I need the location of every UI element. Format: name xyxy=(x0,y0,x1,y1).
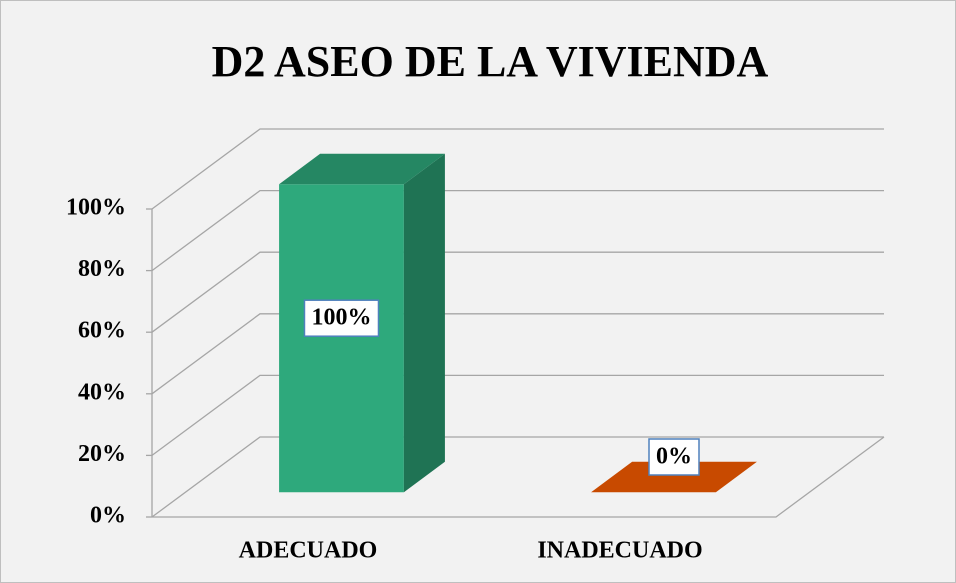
y-tick-label: 80% xyxy=(78,256,126,282)
y-tick-label: 0% xyxy=(90,503,126,529)
grid-line xyxy=(151,189,884,272)
bar-side xyxy=(403,153,445,493)
data-label: 0% xyxy=(656,444,692,470)
grid-line xyxy=(151,128,884,210)
bar xyxy=(591,461,757,493)
x-tick-label: ADECUADO xyxy=(239,538,378,564)
data-label: 100% xyxy=(311,305,371,331)
grid-line xyxy=(151,374,884,456)
x-tick-label: INADECUADO xyxy=(537,538,702,564)
y-tick-label: 60% xyxy=(78,318,126,344)
data-label-box xyxy=(648,438,700,476)
grid-line xyxy=(151,313,884,395)
bar-top xyxy=(591,461,757,493)
y-tick-label: 20% xyxy=(78,441,126,467)
grid-line xyxy=(151,251,884,333)
data-label-box xyxy=(303,299,380,337)
y-tick-label: 40% xyxy=(78,379,126,405)
grid-line xyxy=(151,436,884,518)
floor-edge xyxy=(152,436,885,518)
bar xyxy=(279,153,445,493)
chart-title: D2 ASEO DE LA VIVIENDA xyxy=(212,37,769,86)
y-tick-label: 100% xyxy=(66,195,126,221)
bar-front xyxy=(279,184,404,493)
bar-top xyxy=(279,153,445,185)
